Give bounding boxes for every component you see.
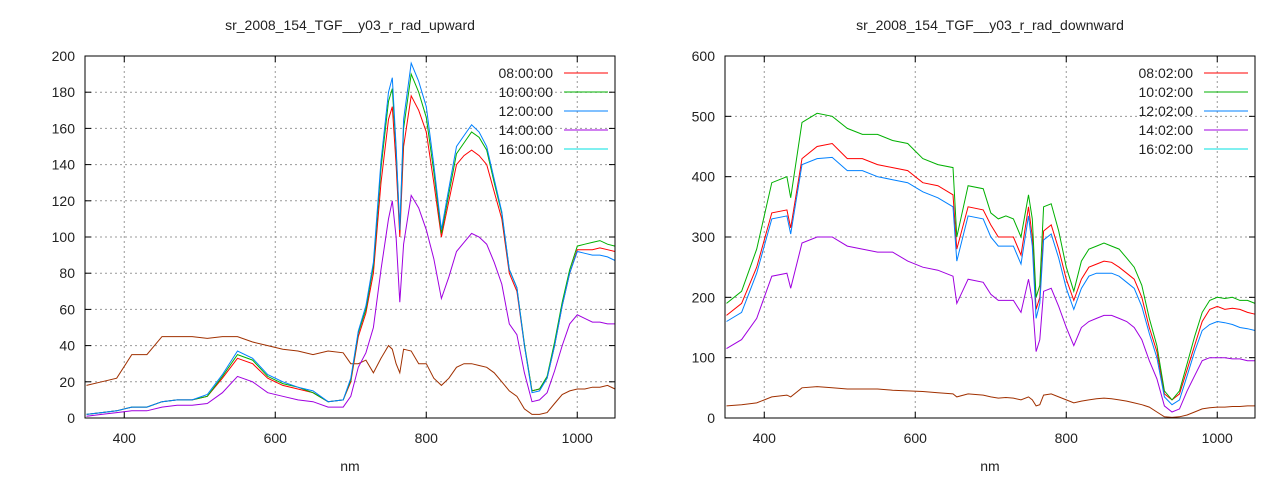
y-tick-label: 400 [692,169,716,185]
x-axis-label: nm [340,458,359,474]
legend-item: 14:00:00 [499,122,608,138]
x-tick-label: 1000 [1202,430,1233,446]
legend-item: 16:02:00 [1139,141,1248,157]
y-tick-label: 300 [692,229,716,245]
x-tick-label: 400 [753,430,777,446]
y-tick-label: 60 [59,301,75,317]
legend-label: 08:00:00 [499,65,554,81]
legend-item: 12:02:00 [1139,103,1248,119]
legend-label: 14:02:00 [1139,122,1194,138]
legend-item: 12:00:00 [499,103,608,119]
x-tick-label: 400 [113,430,137,446]
x-axis-label: nm [980,458,999,474]
y-tick-label: 500 [692,108,716,124]
legend-item: 14:02:00 [1139,122,1248,138]
y-tick-label: 20 [59,374,75,390]
series-line-100200 [726,112,1256,401]
x-tick-label: 800 [1055,430,1079,446]
y-tick-label: 200 [692,289,716,305]
legend-label: 16:02:00 [1139,141,1194,157]
series-line-unlabeled [726,386,1255,418]
series-line-120200 [726,156,1256,406]
legend-item: 10:02:00 [1139,84,1248,100]
legend-label: 10:00:00 [499,84,554,100]
x-tick-label: 600 [264,430,288,446]
chart-title: sr_2008_154_TGF__y03_r_rad_upward [225,17,475,33]
series-line-120000 [86,61,616,415]
plot-frame [724,55,1256,419]
legend-item: 10:00:00 [499,84,608,100]
y-tick-label: 200 [52,48,76,64]
y-tick-label: 120 [52,193,76,209]
legend-label: 14:00:00 [499,122,554,138]
legend-label: 12:02:00 [1139,103,1194,119]
series-line-140000 [86,193,615,417]
legend-label: 12:00:00 [499,103,554,119]
y-tick-label: 600 [692,48,716,64]
series-line-100000 [86,72,616,415]
x-tick-label: 1000 [562,430,593,446]
legend-item: 16:00:00 [499,141,608,157]
plot-frame [84,55,616,419]
series-line-unlabeled [86,336,616,415]
y-tick-label: 180 [52,84,76,100]
series-line-140200 [726,236,1255,413]
y-tick-label: 80 [59,265,75,281]
y-tick-label: 0 [707,410,715,426]
legend-label: 08:02:00 [1139,65,1194,81]
chart-panel-downward: sr_2008_154_TGF__y03_r_rad_downward nm 0… [692,17,1256,474]
y-tick-label: 0 [67,410,75,426]
legend-label: 10:02:00 [1139,84,1194,100]
x-tick-label: 600 [904,430,928,446]
chart-title: sr_2008_154_TGF__y03_r_rad_downward [856,17,1124,33]
legend-label: 16:00:00 [499,141,554,157]
y-tick-label: 100 [52,229,76,245]
y-tick-label: 40 [59,338,75,354]
x-tick-label: 800 [415,430,439,446]
y-tick-label: 100 [692,350,716,366]
legend-item: 08:02:00 [1139,65,1248,81]
series-line-080200 [726,142,1256,401]
y-tick-label: 140 [52,157,76,173]
chart-panel-upward: sr_2008_154_TGF__y03_r_rad_upward nm 0 20… [52,17,616,474]
legend-item: 08:00:00 [499,65,608,81]
y-tick-label: 160 [52,120,76,136]
